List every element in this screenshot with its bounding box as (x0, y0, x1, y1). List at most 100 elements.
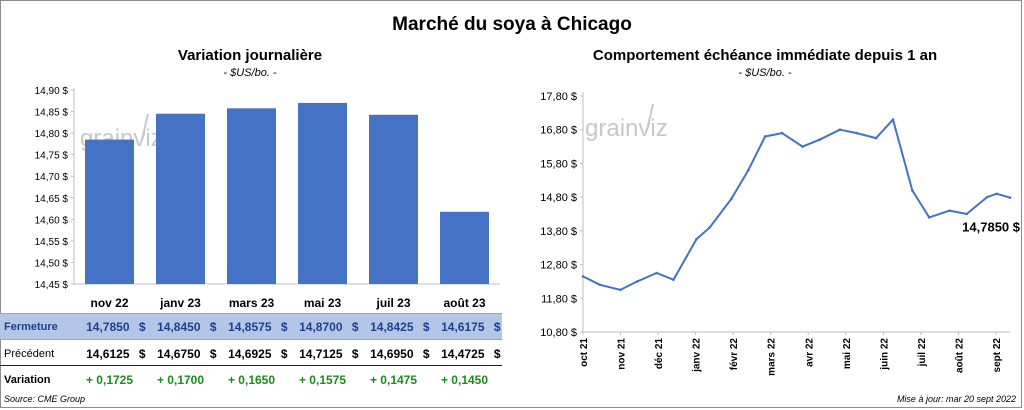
cell-number: 14,6175 (441, 320, 485, 334)
bar-y-tick-label: 14,75 $ (35, 151, 69, 162)
variation-value-cell: + 0,1450 (440, 373, 489, 387)
bar-x-tick-label: mai 23 (304, 296, 342, 310)
line-x-tick-label: sept 22 (992, 338, 1003, 373)
bar-chart-title: Variation journalière (177, 47, 323, 64)
line-x-tick-label: juil 22 (917, 338, 928, 368)
data-point (708, 226, 711, 229)
line-y-tick-label: 17,80 $ (540, 91, 577, 103)
cell-number: 14,6925 (228, 347, 272, 361)
table-row-close: Fermeture 14,7850 $14,8450 $14,8575 $14,870… (0, 313, 502, 340)
line-x-tick-label: avr 22 (804, 338, 815, 367)
bar-x-tick-label: mars 23 (229, 296, 275, 310)
bar-y-tick-label: 14,55 $ (35, 237, 69, 248)
line-y-tick-label: 10,80 $ (540, 327, 577, 339)
bar-x-tick-label: janv 23 (159, 296, 201, 310)
cell-unit: $ (209, 347, 217, 361)
table-row-variation: Variation + 0,1725 + 0,1700 + 0,1650 + 0,15… (0, 368, 502, 392)
data-point (672, 278, 675, 282)
cell-unit: $ (280, 347, 288, 361)
cell-unit: $ (493, 320, 501, 334)
cell-number: 14,7125 (299, 347, 343, 361)
cell-unit: $ (280, 320, 288, 334)
update-note: Mise à jour: mar 20 sept 2022 (896, 394, 1016, 404)
cell-number: 14,8575 (228, 320, 272, 334)
line-chart-subtitle: - $US/bo. - (738, 67, 792, 79)
cell-number: 14,7850 (86, 320, 130, 334)
cell-number: 14,6950 (370, 347, 414, 361)
bar-x-tick-label: nov 22 (90, 296, 128, 310)
bar-y-tick-label: 14,45 $ (35, 280, 69, 291)
data-point (855, 131, 859, 135)
source-note: Source: CME Group (4, 394, 86, 404)
data-point (746, 168, 750, 172)
data-point (995, 192, 999, 196)
row-label-previous: Précédent (4, 348, 55, 360)
bar-chart-subtitle: - $US/bo. - (223, 67, 277, 79)
data-point (910, 189, 914, 192)
line-x-tick-label: août 22 (954, 338, 965, 373)
data-point (730, 197, 733, 201)
cell-unit: $ (422, 320, 430, 334)
data-point (838, 128, 842, 132)
cell-unit: $ (138, 347, 146, 361)
last-value-label: 14,7850 $ (962, 220, 1021, 235)
price-series-line (582, 118, 1011, 291)
line-x-tick-label: nov 21 (617, 338, 628, 370)
line-x-tick-label: févr 22 (729, 338, 740, 371)
data-point (948, 209, 951, 212)
bar-y-tick-label: 14,50 $ (35, 258, 69, 269)
row-label-variation: Variation (4, 374, 51, 386)
row-label-close: Fermeture (4, 321, 58, 333)
data-point (965, 212, 968, 216)
bar (369, 114, 418, 285)
cell-number: 14,8700 (299, 320, 343, 334)
data-point (985, 195, 989, 199)
data-point (1008, 196, 1012, 199)
bar-y-tick-label: 14,70 $ (35, 172, 69, 183)
cell-unit: $ (351, 320, 359, 334)
variation-value-cell: + 0,1725 (85, 373, 134, 387)
cell-unit: $ (209, 320, 217, 334)
watermark-logo: grainviz (585, 103, 668, 142)
line-x-tick-label: déc 21 (654, 338, 665, 370)
variation-value-cell: + 0,1650 (227, 373, 276, 387)
cell-unit: $ (351, 347, 359, 361)
line-y-tick-label: 14,80 $ (540, 192, 577, 204)
line-x-tick-label: juin 22 (879, 338, 890, 371)
data-point (874, 136, 878, 140)
data-point (655, 271, 658, 275)
bar-x-tick-label: juil 23 (375, 296, 410, 310)
bar-y-tick-label: 14,80 $ (35, 129, 69, 140)
data-point (927, 216, 931, 219)
bar-y-tick-label: 14,65 $ (35, 194, 69, 205)
cell-number: 14,8450 (157, 320, 201, 334)
data-point (801, 145, 804, 148)
line-x-tick-label: mai 22 (842, 338, 853, 370)
bar-y-tick-label: 14,60 $ (35, 215, 69, 226)
bar-x-tick-label: août 23 (443, 296, 485, 310)
cell-number: 14,6750 (157, 347, 201, 361)
data-point (619, 288, 622, 292)
data-point (818, 138, 821, 142)
variation-value-cell: + 0,1475 (369, 373, 418, 387)
bar (85, 139, 134, 284)
bar (227, 108, 276, 284)
bar (156, 113, 205, 284)
data-point (891, 118, 895, 121)
line-y-tick-label: 12,80 $ (540, 260, 577, 272)
bar (298, 102, 347, 284)
cell-unit: $ (138, 320, 146, 334)
data-point (598, 283, 602, 287)
cell-number: 14,6125 (86, 347, 130, 361)
line-y-tick-label: 15,80 $ (540, 158, 577, 170)
line-x-tick-label: janv 22 (692, 338, 703, 373)
line-x-tick-label: mars 22 (767, 338, 778, 376)
line-chart: grainviz 10,80 $ 11,80 $ 12,80 $ 13,80 $ 14,8… (540, 91, 1021, 376)
line-y-tick-label: 16,80 $ (540, 125, 577, 137)
data-point (763, 135, 767, 138)
svg-text:grainviz: grainviz (585, 115, 668, 142)
bar-y-tick-label: 14,85 $ (35, 108, 69, 119)
cell-unit: $ (422, 347, 430, 361)
data-point (780, 131, 784, 135)
